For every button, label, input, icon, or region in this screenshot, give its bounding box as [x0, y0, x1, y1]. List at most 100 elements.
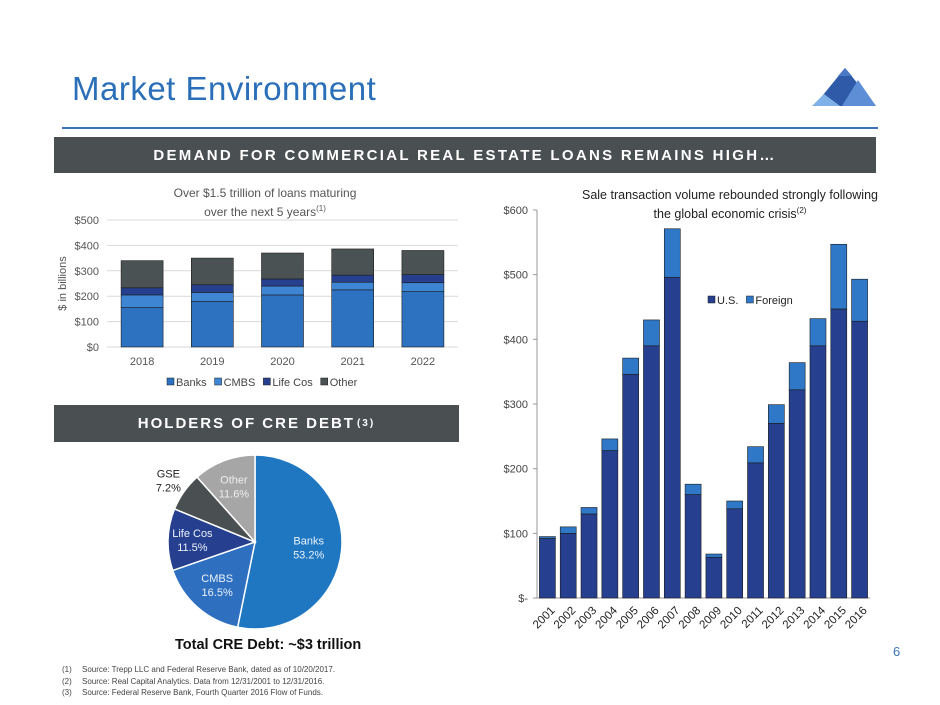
- bar-banks: [331, 289, 375, 348]
- y-tick-label: $300: [75, 266, 99, 278]
- bar-cmbs: [261, 285, 304, 296]
- loans-chart-title-line1: Over $1.5 trillion of loans maturing: [173, 186, 357, 200]
- bar-foreign: [705, 553, 723, 558]
- section-banner-holders: HOLDERS OF CRE DEBT (3): [54, 405, 459, 442]
- header-rule: [62, 127, 878, 129]
- loans-chart-title-sup: (1): [316, 204, 326, 213]
- banner-text: DEMAND FOR COMMERCIAL REAL ESTATE LOANS …: [153, 146, 777, 164]
- legend-swatch: [263, 377, 271, 386]
- x-tick-label: 2003: [573, 605, 600, 632]
- legend-swatch: [320, 377, 328, 386]
- bar-life-cos: [401, 274, 445, 284]
- legend-swatch: [746, 295, 754, 304]
- pie-label-value: 11.6%: [219, 489, 250, 501]
- bar-life-cos: [331, 274, 375, 283]
- x-tick-label: 2015: [822, 605, 849, 632]
- bar-foreign: [851, 278, 868, 322]
- bar-foreign: [559, 526, 577, 534]
- x-tick-label: 2010: [718, 605, 745, 632]
- bar-foreign: [726, 500, 744, 510]
- pie-label-name: GSE: [157, 469, 180, 481]
- bar-banks: [191, 300, 234, 348]
- x-tick-label: 2018: [130, 356, 154, 368]
- legend-label: Banks: [176, 377, 207, 389]
- bar-foreign: [539, 536, 556, 539]
- y-tick-label: $500: [504, 270, 528, 282]
- footnote-1: (1) Source: Trepp LLC and Federal Reserve…: [62, 665, 336, 674]
- bar-other: [401, 250, 445, 275]
- bar-us: [622, 373, 639, 599]
- y-tick-label: $400: [75, 240, 99, 252]
- bar-life-cos: [191, 284, 234, 293]
- x-tick-label: 2005: [614, 605, 641, 632]
- holders-banner-sup: (3): [356, 418, 376, 429]
- legend-label: Foreign: [755, 295, 792, 307]
- bar-foreign: [601, 438, 619, 451]
- loans-chart-title-line2: over the next 5 years: [204, 205, 317, 219]
- footnotes: (1) Source: Trepp LLC and Federal Reserve…: [62, 664, 335, 699]
- y-axis-label: $ in billions: [57, 256, 69, 311]
- y-tick-label: $-: [518, 593, 528, 605]
- bar-foreign: [580, 507, 598, 515]
- sales-chart-title-sup: (2): [796, 206, 807, 215]
- x-tick-label: 2009: [698, 605, 725, 632]
- bar-banks: [401, 291, 445, 348]
- footnote-3: (3) Source: Federal Reserve Bank, Fourth …: [62, 688, 324, 697]
- y-tick-label: $600: [504, 205, 528, 217]
- sale-transaction-chart: $-$100$200$300$400$500$60020012002200320…: [504, 205, 870, 632]
- loans-chart-title: Over $1.5 trillion of loans maturing ove…: [140, 186, 390, 220]
- loans-maturing-chart: $0 $100 $200 $300 $400 $500 $ in billions 2018 2…: [57, 215, 458, 389]
- bar-cmbs: [331, 281, 375, 291]
- bar-us: [747, 462, 764, 599]
- bar-us: [559, 533, 577, 599]
- bar-foreign: [830, 243, 848, 310]
- footnote-2: (2) Source: Real Capital Analytics. Data …: [62, 676, 325, 686]
- pie-label-value: 11.5%: [177, 542, 208, 554]
- pie-label-value: 7.2%: [156, 483, 181, 495]
- bar-foreign: [788, 362, 806, 391]
- bar-foreign: [663, 228, 681, 278]
- x-tick-label: 2022: [411, 356, 435, 368]
- page-number: 6: [893, 644, 901, 659]
- y-tick-label: $200: [504, 464, 528, 476]
- bar-foreign: [809, 318, 827, 347]
- sales-chart-title-line1: Sale transaction volume rebounded strong…: [581, 188, 878, 202]
- y-tick-label: $300: [504, 399, 528, 411]
- legend-label: U.S.: [717, 295, 738, 307]
- pie-label-value: 53.2%: [293, 549, 324, 561]
- bar-us: [768, 423, 785, 599]
- bar-us: [788, 389, 806, 599]
- legend-swatch: [707, 295, 716, 304]
- pie-label-name: Banks: [293, 535, 324, 547]
- bar-other: [120, 260, 164, 289]
- legend-label: CMBS: [224, 377, 256, 389]
- pie-label-name: Other: [220, 475, 248, 487]
- sales-chart-title-line2: the global economic crisis: [653, 207, 797, 222]
- bar-us: [830, 308, 848, 599]
- x-tick-label: 2020: [270, 356, 294, 368]
- bar-cmbs: [401, 282, 445, 292]
- bar-us: [809, 345, 827, 599]
- legend-label: Other: [330, 377, 358, 389]
- bar-us: [705, 556, 723, 599]
- bar-foreign: [622, 357, 639, 375]
- bar-banks: [120, 307, 164, 348]
- holders-banner-text: HOLDERS OF CRE DEBT: [137, 415, 355, 432]
- bar-cmbs: [191, 292, 234, 302]
- x-tick-label: 2014: [802, 604, 829, 631]
- x-tick-label: 2016: [843, 605, 870, 632]
- bar-us: [580, 513, 598, 599]
- bar-us: [684, 494, 702, 599]
- y-tick-label: $100: [75, 317, 99, 329]
- x-tick-label: 2002: [552, 605, 579, 632]
- total-debt-caption: Total CRE Debt: ~$3 trillion: [175, 637, 362, 653]
- company-logo: [812, 68, 876, 106]
- x-tick-label: 2004: [593, 604, 620, 631]
- cre-debt-pie-chart: Banks 53.2% CMBS 16.5% Life Cos 11.5% GSE 7.2% O…: [156, 454, 343, 630]
- sales-chart-title: Sale transaction volume rebounded strong…: [570, 188, 890, 222]
- pie-label-value: 16.5%: [202, 587, 233, 599]
- bar-us: [851, 320, 868, 599]
- pie-label-name: Life Cos: [172, 528, 213, 540]
- section-banner-demand: DEMAND FOR COMMERCIAL REAL ESTATE LOANS …: [54, 137, 876, 173]
- bar-other: [191, 257, 234, 286]
